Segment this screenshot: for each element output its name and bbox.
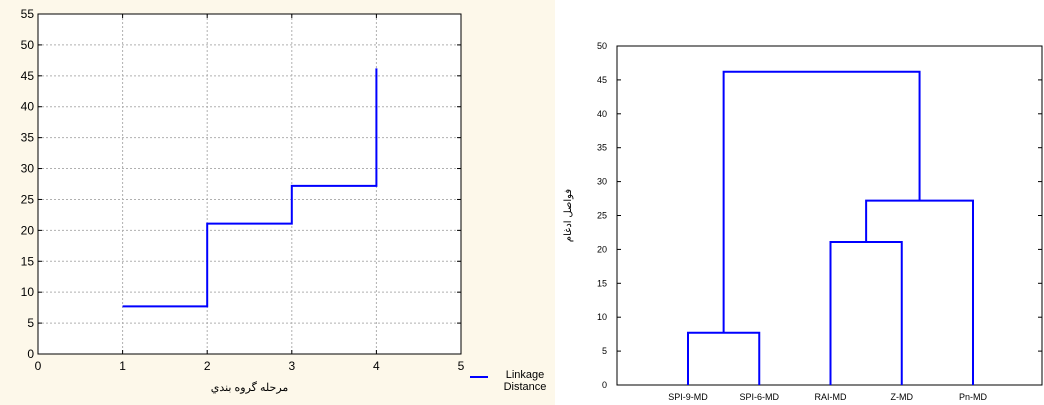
dendrogram-link <box>829 240 903 385</box>
x-tick-label: 3 <box>288 359 295 373</box>
y-tick-label: 55 <box>21 7 35 21</box>
y-tick-label: 30 <box>597 177 607 187</box>
series-line-linkage-distance <box>122 68 378 308</box>
y-tick-label: 10 <box>21 285 35 299</box>
y-tick-label: 50 <box>21 38 35 52</box>
x-tick-label: 5 <box>458 359 465 373</box>
y-tick-label: 40 <box>597 109 607 119</box>
y-tick-label: 0 <box>27 347 34 361</box>
y-tick-label: 15 <box>597 278 607 288</box>
y-tick-label: 20 <box>597 244 607 254</box>
step-chart-panel: 0 5 10 15 20 25 30 35 40 45 50 55 0 1 2 3 4 5 مرحله گروه ب… <box>0 0 555 405</box>
x-tick-label: 0 <box>35 359 42 373</box>
y-tick-label: 40 <box>21 100 35 114</box>
dendrogram-link <box>722 70 921 333</box>
legend: Linkage Distance <box>470 369 550 397</box>
x-tick-label: 4 <box>373 359 380 373</box>
leaf-label: SPI-6-MD <box>739 392 779 402</box>
legend-swatch <box>470 376 488 378</box>
leaf-label: Z-MD <box>891 392 914 402</box>
x-tick-label: 2 <box>204 359 211 373</box>
plot-area <box>38 14 461 354</box>
y-tick-label: 5 <box>27 316 34 330</box>
leaf-label: SPI-9-MD <box>668 392 708 402</box>
dendrogram-panel: 0 5 10 15 20 25 30 35 40 45 50 SPI-9-MD SPI-6-MD RAI-… <box>555 0 1044 405</box>
y-tick-label: 10 <box>597 312 607 322</box>
leaf-label: Pn-MD <box>959 392 988 402</box>
y-tick-label: 0 <box>602 380 607 390</box>
x-tick-label: 1 <box>119 359 126 373</box>
legend-label-line-2: Distance <box>503 381 547 393</box>
y-tick-label: 5 <box>602 346 607 356</box>
y-tick-label: 45 <box>597 75 607 85</box>
y-tick-label: 25 <box>597 211 607 221</box>
legend-label: Linkage Distance <box>490 369 560 393</box>
y-tick-label: 20 <box>21 223 35 237</box>
dendrogram-link <box>687 331 761 385</box>
y-tick-label: 30 <box>21 162 35 176</box>
y-tick-label: 50 <box>597 41 607 51</box>
y-tick-label: 35 <box>21 131 35 145</box>
y-tick-label: 35 <box>597 143 607 153</box>
x-axis-label: مرحله گروه بندي <box>211 381 289 394</box>
y-tick-label: 45 <box>21 69 35 83</box>
y-axis-label: فواصل ادغام <box>563 189 574 242</box>
y-tick-label: 25 <box>21 192 35 206</box>
leaf-label: RAI-MD <box>815 392 847 402</box>
legend-label-line-1: Linkage <box>505 369 545 381</box>
dendrogram-chart: 0 5 10 15 20 25 30 35 40 45 50 SPI-9-MD SPI-6-MD RAI-… <box>563 41 1043 402</box>
plot-frame <box>37 13 462 355</box>
dendrogram-link <box>865 199 974 385</box>
y-tick-label: 15 <box>21 254 35 268</box>
